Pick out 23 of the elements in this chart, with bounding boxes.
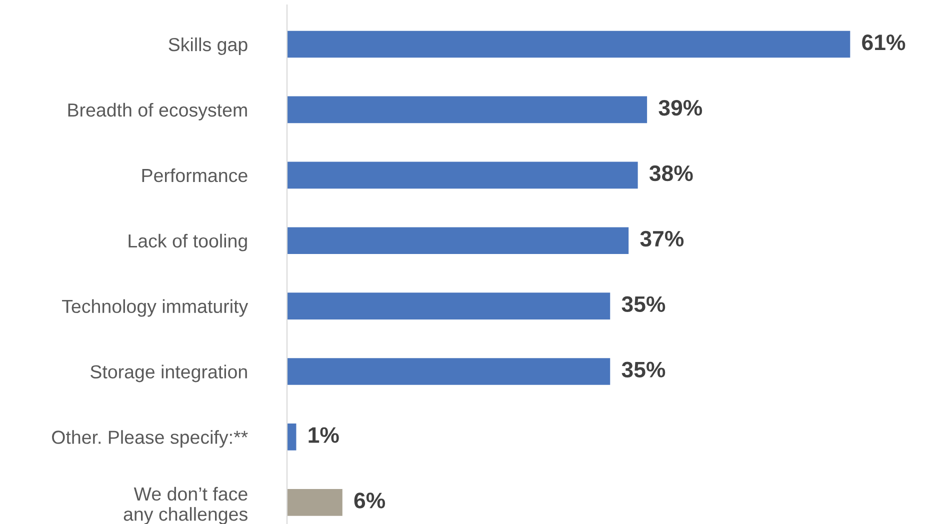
data-label: 38% xyxy=(649,165,693,182)
data-label: 61% xyxy=(862,34,906,50)
bar xyxy=(287,30,850,58)
data-label: 35% xyxy=(622,362,666,378)
y-tick-label: Technology immaturity xyxy=(62,299,248,317)
bar xyxy=(287,488,342,516)
y-tick-label: Breadth of ecosystem xyxy=(68,102,247,120)
data-label: 37% xyxy=(640,230,684,247)
bar xyxy=(287,292,610,320)
y-tick-label: Lack of tooling xyxy=(128,234,247,252)
data-label: 35% xyxy=(622,296,666,312)
y-tick-label: Storage integration xyxy=(90,364,247,382)
y-tick-label: Skills gap xyxy=(168,37,248,55)
bar xyxy=(287,358,610,385)
bar xyxy=(287,424,296,450)
y-tick-label: Other. Please specify:** xyxy=(52,430,248,448)
data-label: 6% xyxy=(354,492,386,508)
data-label: 39% xyxy=(658,100,702,116)
y-tick-label: Performance xyxy=(142,168,248,182)
data-label: 1% xyxy=(308,427,339,443)
bar xyxy=(287,96,648,124)
bar xyxy=(287,162,638,189)
bar xyxy=(287,227,629,254)
